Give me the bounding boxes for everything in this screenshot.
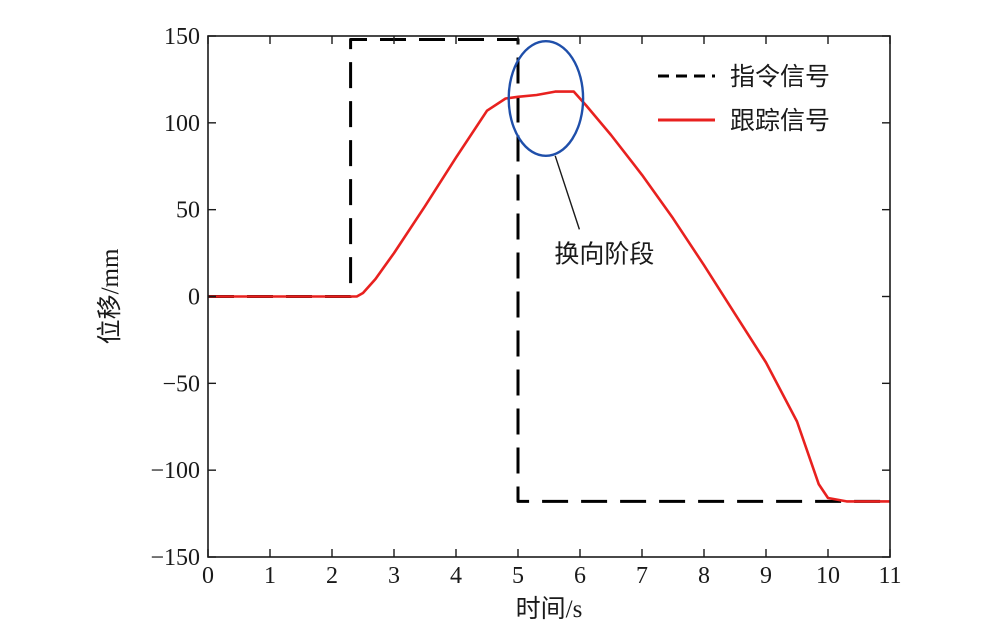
y-tick-label: 100: [164, 111, 200, 137]
x-tick-label: 8: [698, 563, 710, 589]
annotation-label: 换向阶段: [554, 240, 654, 268]
y-tick-label: 0: [188, 285, 200, 311]
legend-label-tracking: 跟踪信号: [730, 107, 830, 135]
series-layer: [208, 38, 890, 503]
x-tick-label: 1: [264, 563, 276, 589]
legend-label-command: 指令信号: [730, 63, 830, 91]
x-tick-label: 10: [816, 563, 840, 589]
y-tick-label: −100: [150, 458, 200, 484]
legend: 指令信号 跟踪信号: [658, 63, 830, 135]
x-tick-label: 5: [512, 563, 524, 589]
x-tick-label: 3: [388, 563, 400, 589]
x-tick-label: 9: [760, 563, 772, 589]
y-tick-label: −50: [162, 371, 200, 397]
x-tick-label: 11: [878, 563, 901, 589]
x-tick-label: 6: [574, 563, 586, 589]
x-tick-label: 7: [636, 563, 648, 589]
x-tick-label: 0: [202, 563, 214, 589]
y-tick-label: 150: [164, 24, 200, 50]
y-axis-title: 位移/mm: [96, 248, 124, 344]
x-tick-label: 4: [450, 563, 462, 589]
y-tick-label: −150: [150, 545, 200, 571]
annotation-circle: [507, 40, 585, 158]
annotation-leader-line: [554, 155, 581, 230]
tick-layer: 0 1 2 3 4 5 6 7 8 9 10 11 150 100 50 0 −50 −100 −150: [150, 24, 901, 589]
x-axis-title: 时间/s: [516, 595, 583, 623]
x-tick-label: 2: [326, 563, 338, 589]
tracking-signal-line: [208, 90, 890, 503]
y-tick-label: 50: [176, 198, 200, 224]
annotation-layer: [554, 155, 581, 230]
